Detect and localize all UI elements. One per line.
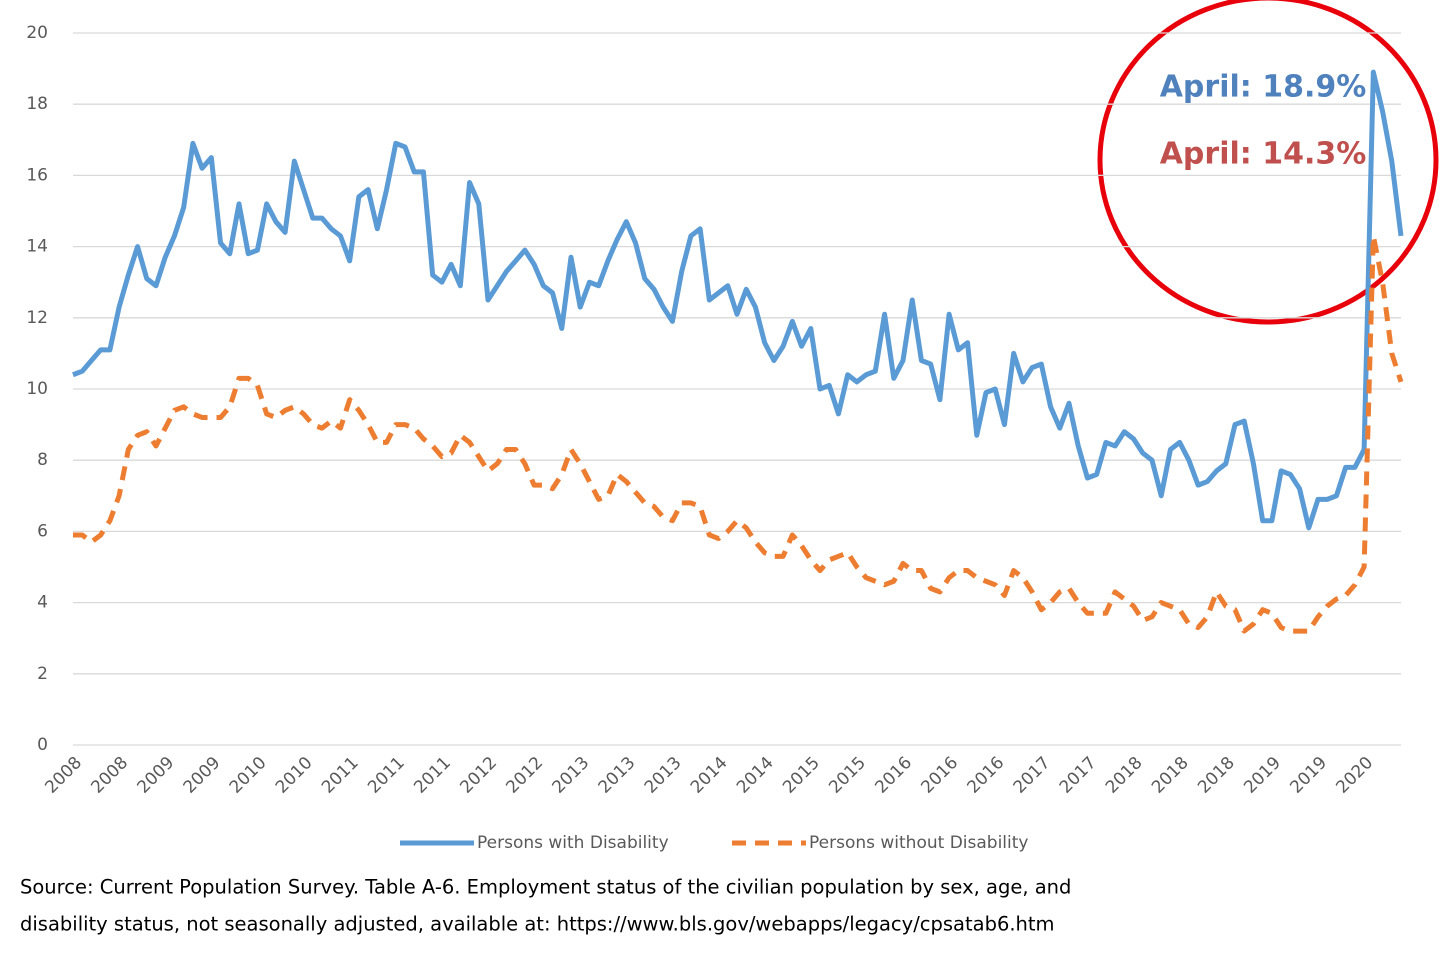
source-note: Source: Current Population Survey. Table… (20, 876, 1071, 899)
x-tick-label: 2008 (41, 753, 86, 798)
x-tick-label: 2018 (1148, 753, 1193, 798)
legend-label: Persons with Disability (477, 833, 669, 853)
y-tick-label: 16 (26, 165, 48, 185)
x-tick-label: 2009 (134, 753, 179, 798)
x-tick-label: 2012 (502, 753, 547, 798)
y-tick-label: 18 (26, 94, 48, 114)
y-tick-label: 6 (37, 521, 48, 541)
x-tick-label: 2019 (1240, 753, 1285, 798)
x-tick-label: 2009 (180, 753, 225, 798)
x-tick-label: 2015 (825, 753, 870, 798)
legend-label: Persons without Disability (809, 833, 1028, 853)
x-tick-label: 2018 (1102, 753, 1147, 798)
y-tick-label: 4 (37, 593, 48, 613)
y-tick-label: 8 (37, 450, 48, 470)
x-tick-label: 2010 (272, 753, 317, 798)
y-tick-label: 20 (26, 23, 48, 43)
x-tick-label: 2013 (549, 753, 594, 798)
x-tick-label: 2015 (779, 753, 824, 798)
highlight-circle (1097, 0, 1439, 325)
x-tick-label: 2017 (1010, 753, 1055, 798)
x-tick-label: 2020 (1332, 753, 1377, 798)
x-tick-label: 2012 (456, 753, 501, 798)
x-tick-label: 2013 (641, 753, 686, 798)
annotation: April: 18.9% (1160, 70, 1367, 105)
x-tick-label: 2010 (226, 753, 271, 798)
y-tick-label: 2 (37, 664, 48, 684)
x-tick-label: 2011 (318, 753, 363, 798)
annotation: April: 14.3% (1160, 137, 1367, 172)
series-line (73, 233, 1404, 634)
y-tick-label: 14 (26, 237, 48, 257)
x-tick-label: 2018 (1194, 753, 1239, 798)
x-tick-label: 2008 (87, 753, 132, 798)
x-tick-label: 2019 (1286, 753, 1331, 798)
x-tick-label: 2016 (964, 753, 1009, 798)
x-tick-label: 2017 (1056, 753, 1101, 798)
x-tick-label: 2011 (410, 753, 455, 798)
y-tick-label: 12 (26, 308, 48, 328)
y-tick-label: 0 (37, 735, 48, 755)
x-tick-label: 2016 (917, 753, 962, 798)
y-tick-label: 10 (26, 379, 48, 399)
source-note: disability status, not seasonally adjust… (20, 913, 1055, 936)
x-tick-label: 2014 (687, 753, 732, 798)
x-tick-label: 2011 (364, 753, 409, 798)
x-tick-label: 2016 (871, 753, 916, 798)
x-tick-label: 2014 (733, 753, 778, 798)
x-tick-label: 2013 (595, 753, 640, 798)
series-line (72, 69, 1404, 531)
